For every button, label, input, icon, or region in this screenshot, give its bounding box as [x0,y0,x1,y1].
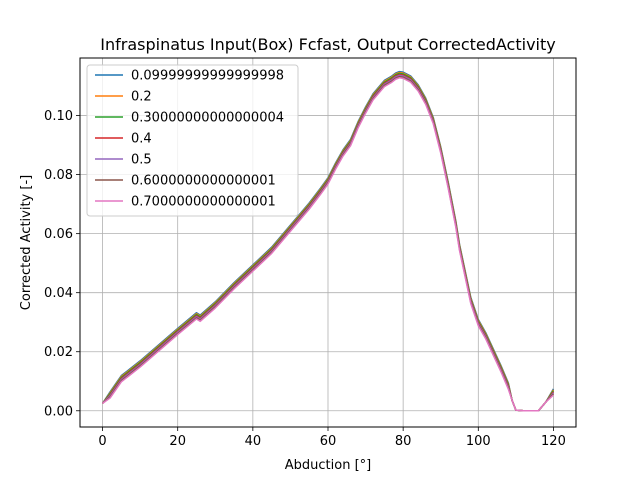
x-axis-label: Abduction [°] [285,458,371,473]
y-tick-label: 0.08 [44,168,73,183]
y-tick-label: 0.00 [44,404,73,419]
x-tick-label: 80 [395,434,412,449]
x-tick-label: 120 [541,434,566,449]
series-line [102,77,554,412]
legend-entry-label: 0.2 [131,90,152,105]
legend: 0.09999999999999998 0.2 0.3000000000000000… [86,64,299,217]
y-tick-label: 0.10 [44,109,73,124]
plot-lines [101,70,555,412]
legend-entry-label: 0.5 [131,153,152,168]
x-tick-label: 100 [466,434,491,449]
x-tick-label: 60 [320,434,337,449]
x-tick-label: 40 [245,434,262,449]
x-tick-label: 20 [169,434,186,449]
legend-entry-label: 0.7000000000000001 [131,195,276,210]
chart-title: Infraspinatus Input(Box) Fcfast, Output … [100,35,555,54]
legend-frame [86,64,299,217]
y-axis-label: Corrected Activity [-] [19,175,34,310]
legend-entry-label: 0.4 [131,132,152,147]
y-tick-label: 0.02 [44,345,73,360]
y-tick-label: 0.04 [44,286,73,301]
legend-entry-label: 0.30000000000000004 [131,111,284,126]
legend-entry-label: 0.6000000000000001 [131,174,276,189]
x-tick-label: 0 [98,434,106,449]
legend-entry-label: 0.09999999999999998 [131,69,284,84]
y-tick-label: 0.06 [44,227,73,242]
axis-ticks: 0 20 40 60 80 100 120 0.00 0.02 0.04 0.06 0.08 0.10 [44,109,566,449]
